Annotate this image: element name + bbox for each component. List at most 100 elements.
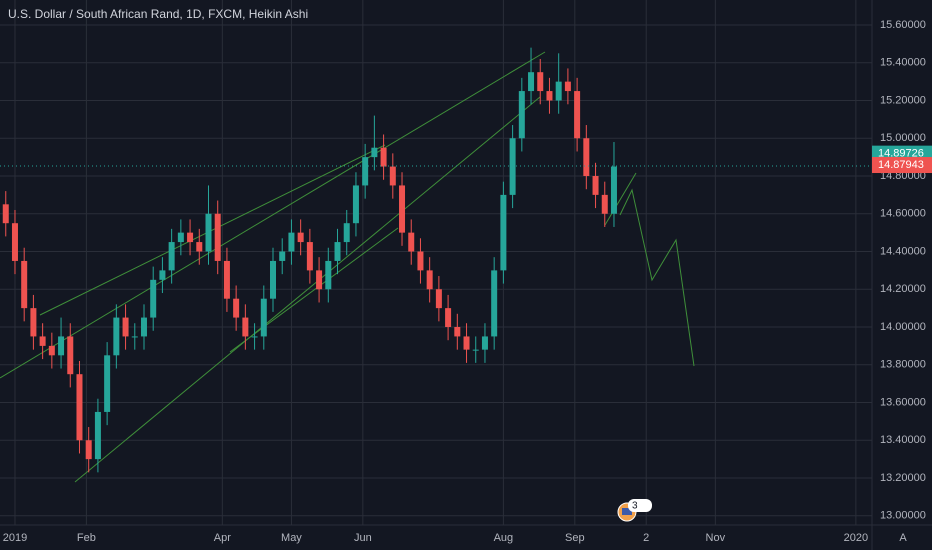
candle-body <box>546 91 553 101</box>
trend-line <box>39 144 386 316</box>
candle-body <box>214 213 221 261</box>
candle-body <box>205 213 212 252</box>
candle-body <box>343 223 350 243</box>
candle-body <box>159 270 166 280</box>
y-tick-label: 13.40000 <box>880 434 926 446</box>
candle-body <box>445 308 452 328</box>
candle-body <box>113 317 120 356</box>
y-tick-label: 15.40000 <box>880 57 926 69</box>
candle-body <box>48 345 55 356</box>
candle-body <box>85 440 92 460</box>
y-tick-label: 15.20000 <box>880 94 926 106</box>
events-badge: 3 <box>617 499 652 522</box>
candle-body <box>426 270 433 290</box>
candle-body <box>491 270 498 337</box>
candle-body <box>94 411 101 460</box>
candle-body <box>481 336 488 350</box>
candle-body <box>574 91 581 139</box>
candles <box>2 47 617 473</box>
candle-body <box>131 336 138 338</box>
y-tick-label: 14.00000 <box>880 321 926 333</box>
scale-mode[interactable]: A <box>899 532 907 544</box>
price-badge-label: 14.87943 <box>878 159 924 171</box>
candle-body <box>592 176 599 195</box>
badge-count: 3 <box>632 501 638 512</box>
trend-line <box>74 96 541 483</box>
chart-title: U.S. Dollar / South African Rand, 1D, FX… <box>8 7 308 21</box>
candle-body <box>260 298 267 337</box>
y-tick-label: 14.60000 <box>880 208 926 220</box>
price-badge <box>872 157 932 174</box>
candle-body <box>297 232 304 243</box>
candle-body <box>500 194 507 271</box>
candle-body <box>21 260 28 309</box>
candle-body <box>168 242 175 271</box>
y-tick-label: 15.00000 <box>880 132 926 144</box>
x-tick-label: 2 <box>643 532 649 544</box>
candle-body <box>408 232 415 252</box>
candle-body <box>371 147 378 158</box>
y-tick-label: 14.40000 <box>880 245 926 257</box>
candle-body <box>380 147 387 167</box>
candle-body <box>362 157 369 186</box>
candle-body <box>463 336 470 350</box>
y-tick-label: 14.20000 <box>880 283 926 295</box>
candle-body <box>67 336 74 375</box>
candle-body <box>104 355 111 412</box>
x-tick-label: Aug <box>494 532 514 544</box>
candle-body <box>537 72 544 92</box>
candle-body <box>528 72 535 92</box>
badge <box>628 499 652 512</box>
projection-line <box>619 188 695 367</box>
drawings <box>0 51 695 483</box>
trend-line <box>604 172 637 226</box>
x-tick-label: Apr <box>214 532 231 544</box>
candle-body <box>389 166 396 186</box>
candle-body <box>122 317 129 337</box>
candle-body <box>472 349 479 351</box>
candle-body <box>306 242 313 271</box>
x-tick-label: May <box>281 532 302 544</box>
trend-line <box>229 227 399 353</box>
price-badge-label: 14.89726 <box>878 148 924 160</box>
x-tick-label: 2020 <box>844 532 868 544</box>
candle-body <box>196 242 203 252</box>
candle-body <box>233 298 240 318</box>
y-tick-label: 13.20000 <box>880 472 926 484</box>
candle-body <box>242 317 249 337</box>
x-tick-label: Jun <box>354 532 372 544</box>
candle-body <box>30 308 37 337</box>
x-tick-label: Feb <box>77 532 96 544</box>
candle-body <box>417 251 424 271</box>
candle-body <box>39 336 46 346</box>
candle-body <box>399 185 406 233</box>
candle-body <box>150 279 157 318</box>
candle-body <box>58 336 65 356</box>
candle-body <box>140 317 147 337</box>
candle-body <box>334 242 341 261</box>
candle-body <box>325 260 332 290</box>
x-tick-label: Sep <box>565 532 585 544</box>
x-tick-label: Nov <box>706 532 726 544</box>
y-tick-label: 15.60000 <box>880 19 926 31</box>
candle-body <box>2 204 9 224</box>
trend-line <box>0 51 546 379</box>
candle-body <box>223 260 230 299</box>
candle-body <box>583 138 590 177</box>
y-tick-label: 13.60000 <box>880 396 926 408</box>
candle-body <box>76 374 83 441</box>
flag <box>622 508 632 515</box>
candle-body <box>187 232 194 243</box>
candle-body <box>610 166 617 214</box>
candle-body <box>518 91 525 139</box>
candle-body <box>270 260 277 299</box>
candle-body <box>601 194 608 214</box>
candle-body <box>352 185 359 224</box>
candle-body <box>454 327 461 337</box>
candle-body <box>288 232 295 252</box>
y-tick-label: 13.00000 <box>880 510 926 522</box>
candle-body <box>564 81 571 92</box>
